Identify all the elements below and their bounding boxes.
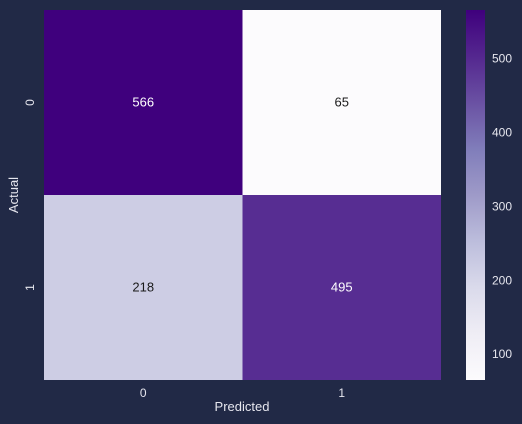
x-axis-label: Predicted <box>215 399 270 414</box>
colorbar-tick-label-300: 300 <box>492 199 512 213</box>
colorbar-tick-label-500: 500 <box>492 52 512 66</box>
colorbar-ticks: 100 200 300 400 500 <box>492 52 512 361</box>
cell-value-label-1-0: 218 <box>132 280 154 295</box>
cell-value-label-0-1: 65 <box>335 95 349 110</box>
y-tick-label-0: 0 <box>23 99 37 106</box>
x-tick-label-1: 1 <box>338 386 345 400</box>
colorbar <box>466 10 485 380</box>
heatmap-cell-1-0 <box>44 195 243 380</box>
y-tick-label-1: 1 <box>23 284 37 291</box>
colorbar-tick-label-400: 400 <box>492 126 512 140</box>
colorbar-tick-label-100: 100 <box>492 347 512 361</box>
cell-value-label-1-1: 495 <box>331 280 353 295</box>
axis-ticks: 0 1 0 1 <box>23 99 345 400</box>
heatmap-cell-0-1 <box>242 10 441 195</box>
colorbar-tick-label-200: 200 <box>492 273 512 287</box>
x-tick-label-0: 0 <box>140 386 147 400</box>
heatmap-cell-0-0 <box>44 10 243 195</box>
y-axis-label: Actual <box>6 177 21 213</box>
cell-value-label-0-0: 566 <box>132 95 154 110</box>
heatmap-cell-1-1 <box>242 195 441 380</box>
heatmap-cells: 566 65 218 495 <box>44 10 441 380</box>
